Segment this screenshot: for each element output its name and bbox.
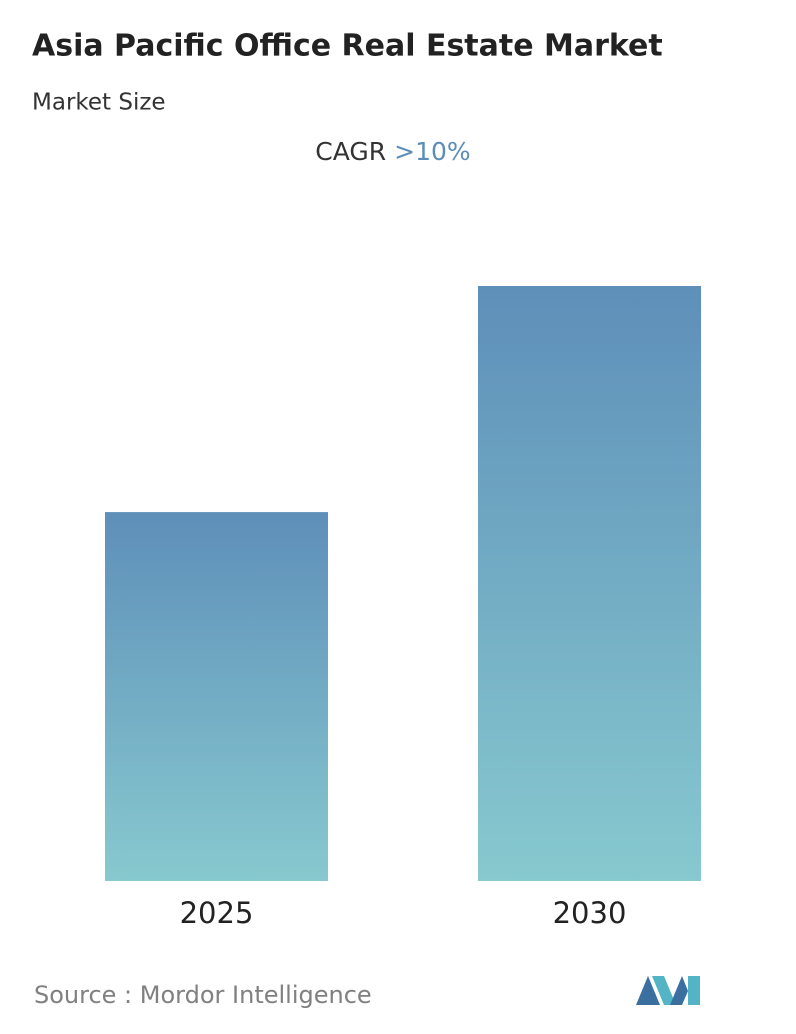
source: Source : Mordor Intelligence: [34, 981, 372, 1009]
chart-title: Asia Pacific Office Real Estate Market: [32, 29, 663, 64]
bar: [105, 512, 328, 881]
x-tick-label: 2025: [180, 896, 254, 930]
logo: [636, 976, 700, 1005]
cagr-label: CAGR: [315, 137, 386, 166]
chart-subtitle: Market Size: [32, 90, 166, 116]
cagr-value: >10%: [394, 137, 471, 166]
x-tick-label: 2030: [553, 896, 627, 930]
bar: [478, 286, 701, 881]
cagr: CAGR >10%: [315, 137, 470, 166]
